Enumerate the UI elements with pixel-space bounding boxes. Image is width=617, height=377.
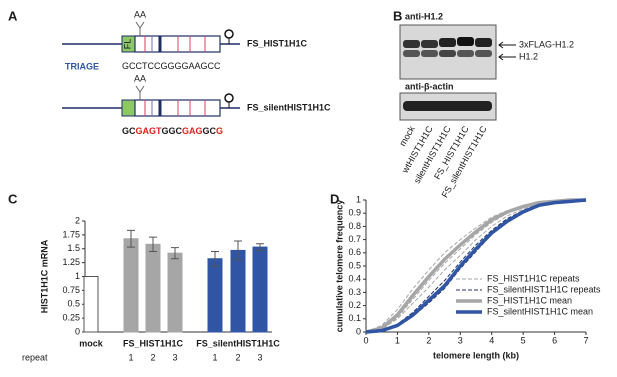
series-line xyxy=(365,199,586,333)
series-line xyxy=(365,198,587,334)
box-label: FL xyxy=(122,39,132,50)
x-tick-label: 2 xyxy=(426,335,431,345)
bar xyxy=(123,238,139,333)
y-axis-label: HIST1H1C mRNA xyxy=(39,239,49,313)
y-tick-label: 0.8 xyxy=(348,221,361,231)
y-tick-label: 0.3 xyxy=(348,287,361,297)
y-tick-label: 1.5 xyxy=(67,243,80,253)
y-tick-label: 0.75 xyxy=(62,285,80,295)
band-label: 3xFLAG-H1.2 xyxy=(519,39,574,49)
legend-label: FS_silentHIST1H1C repeats xyxy=(487,284,601,294)
x-tick-label: 1 xyxy=(212,352,217,362)
construct-name: FS_HIST1H1C xyxy=(247,38,308,48)
x-tick-label: 5 xyxy=(521,335,526,345)
y-tick-label: 0.4 xyxy=(348,274,361,284)
sequence-segment: GC xyxy=(122,126,136,136)
y-tick-label: 0 xyxy=(75,326,80,336)
y-tick-label: 0.6 xyxy=(348,247,361,257)
x-tick-label: 6 xyxy=(552,335,557,345)
error-bar xyxy=(149,236,157,253)
y-axis-label: cumulative telomere frequency xyxy=(334,200,344,333)
x-axis-label: telomere length (kb) xyxy=(433,350,519,360)
blot-label: anti-H1.2 xyxy=(405,11,443,21)
y-tick-label: 2 xyxy=(75,215,80,225)
sequence-segment: GAG xyxy=(182,126,203,136)
legend-label: FS_HIST1H1C mean xyxy=(487,295,572,305)
y-tick-label: 0.25 xyxy=(62,313,80,323)
y-tick-label: 0.1 xyxy=(348,313,361,323)
y-tick-label: 0.5 xyxy=(67,299,80,309)
y-tick-label: 1 xyxy=(356,194,361,204)
x-tick-label: 7 xyxy=(583,335,588,345)
construct-diagram-2 xyxy=(62,85,240,117)
error-bar xyxy=(234,240,242,261)
bar xyxy=(230,249,246,333)
y-tick-label: 0.7 xyxy=(348,234,361,244)
x-tick-label: 2 xyxy=(235,352,240,362)
sequence-segment: GCCTCCGGGGAAGCC xyxy=(122,61,221,71)
construct-diagram-1 xyxy=(62,21,240,53)
x-tick-label: 0 xyxy=(363,335,368,345)
sequence: GCGAGTGGCGAGGCG xyxy=(122,126,223,136)
sequence-segment: GGC xyxy=(162,126,183,136)
y-tick-label: 1 xyxy=(75,271,80,281)
bar xyxy=(83,276,99,333)
panel-label: C xyxy=(8,191,18,206)
bar xyxy=(207,258,223,333)
blot-image xyxy=(399,24,516,121)
mark-label: AA xyxy=(134,9,146,19)
x-tick-label: 1 xyxy=(128,352,133,362)
x-tick-label: 2 xyxy=(150,352,155,362)
error-bar xyxy=(127,229,135,248)
error-bar xyxy=(211,251,219,267)
y-tick-label: 1.75 xyxy=(62,229,80,239)
x-tick-label: 3 xyxy=(458,335,463,345)
bar xyxy=(145,243,161,333)
x-tick-label: mock xyxy=(79,338,104,348)
band-label: H1.2 xyxy=(519,51,538,61)
y-tick-label: 0.2 xyxy=(348,300,361,310)
bar xyxy=(252,246,268,333)
row-label: repeat xyxy=(22,352,48,362)
sequence-segment: GAGT xyxy=(136,126,163,136)
group-label: FS_HIST1H1C xyxy=(123,338,184,348)
sequence-segment: G xyxy=(216,126,223,136)
sequence: GCCTCCGGGGAAGCC xyxy=(122,61,221,71)
panel-label: B xyxy=(393,8,402,23)
error-bar xyxy=(171,247,179,260)
construct-name: FS_silentHIST1H1C xyxy=(247,102,331,112)
seq-label: TRIAGE xyxy=(65,61,99,71)
bar xyxy=(167,252,183,333)
panel-label: D xyxy=(330,191,339,206)
y-tick-label: 0.9 xyxy=(348,208,361,218)
mark-label: AA xyxy=(134,73,146,83)
group-label: FS_silentHIST1H1C xyxy=(196,338,280,348)
x-tick-label: 1 xyxy=(395,335,400,345)
legend-label: FS_silentHIST1H1C mean xyxy=(487,306,593,316)
y-tick-label: 1.25 xyxy=(62,257,80,267)
x-tick-label: 3 xyxy=(257,352,262,362)
x-tick-label: 4 xyxy=(489,335,494,345)
x-tick-label: 3 xyxy=(172,352,177,362)
error-bar xyxy=(256,243,264,251)
legend-label: FS_HIST1H1C repeats xyxy=(487,273,580,283)
panel-label: A xyxy=(8,8,18,23)
sequence-segment: GC xyxy=(203,126,217,136)
y-tick-label: 0 xyxy=(356,326,361,336)
blot-label: anti-β-actin xyxy=(405,81,454,91)
y-tick-label: 0.5 xyxy=(348,260,361,270)
